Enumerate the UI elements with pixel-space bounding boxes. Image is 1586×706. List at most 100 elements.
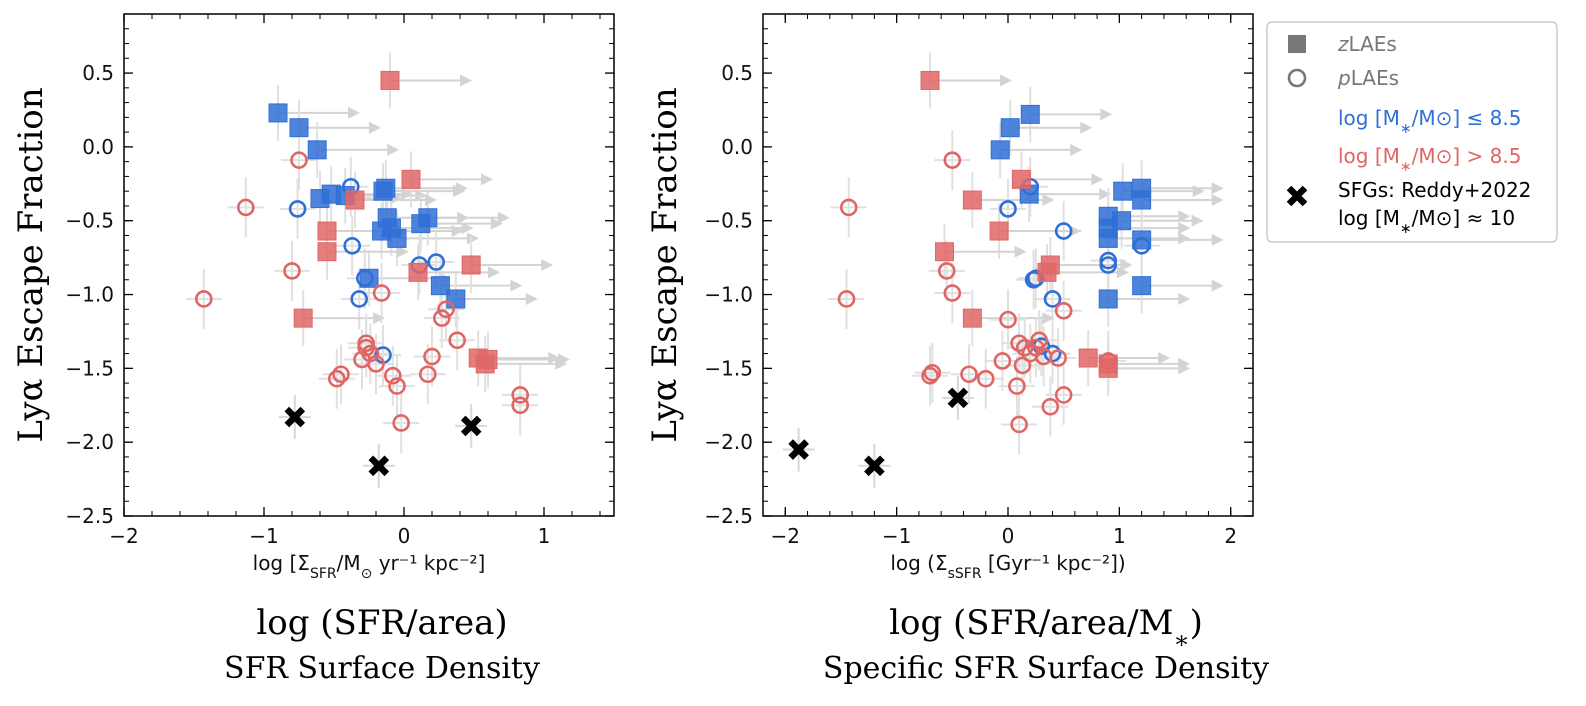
data-point-circle: [327, 369, 346, 388]
y-tick-label: 0.5: [721, 61, 753, 85]
arrow-head: [1211, 279, 1224, 292]
data-point-square: [307, 140, 327, 160]
legend-label: log [M∗/M⊙] ≤ 8.5: [1338, 106, 1521, 137]
arrow-head: [1211, 194, 1224, 207]
data-point-square: [461, 255, 481, 275]
data-point-circle: [960, 365, 978, 384]
arrow-head: [467, 232, 479, 245]
data-point-circle: [1132, 237, 1151, 255]
data-point-x: [947, 387, 969, 409]
x-axis-label: log [ΣSFR/M⊙ yr⁻¹ kpc⁻²]: [253, 551, 486, 582]
x-tick-label: 0: [398, 524, 411, 548]
data-point-circle: [423, 347, 441, 366]
data-point-square: [1098, 289, 1118, 309]
data-point-x: [460, 415, 482, 437]
data-point-square: [1132, 190, 1152, 210]
caption-sub: Specific SFR Surface Density: [823, 651, 1269, 686]
data-point-square: [1132, 230, 1152, 250]
y-tick-label: 0.0: [721, 135, 753, 159]
data-point-square: [380, 70, 400, 90]
y-tick-label: 0.0: [82, 135, 114, 159]
arrow-head: [415, 189, 428, 202]
y-tick-label: −0.5: [65, 209, 114, 233]
x-tick-label: 1: [1113, 524, 1126, 548]
data-point-square: [268, 103, 288, 123]
y-axis-label: Lyα Escape Fraction: [11, 87, 51, 442]
data-point-square: [1132, 276, 1152, 296]
data-point-square: [920, 70, 940, 90]
data-point-circle: [372, 284, 391, 302]
data-point-circle: [437, 300, 455, 319]
arrow-head: [1192, 185, 1205, 198]
x-axis-label: log (ΣsSFR [Gyr⁻¹ kpc⁻²]): [890, 551, 1125, 582]
series-3: [837, 151, 1118, 434]
arrow-head: [1042, 194, 1055, 207]
y-tick-label: −2.0: [704, 430, 753, 454]
arrow-head: [1191, 214, 1204, 227]
data-point-circle: [1099, 352, 1118, 370]
arrow-head: [1178, 232, 1191, 245]
x-tick-label: 2: [1224, 524, 1237, 548]
arrow-head: [387, 143, 400, 156]
data-point-circle: [1099, 256, 1118, 274]
arrow-head: [558, 353, 570, 366]
data-point-square: [1011, 169, 1031, 189]
data-point-circle: [943, 284, 962, 302]
axes-frame: [762, 13, 1254, 517]
data-point-circle: [1054, 301, 1073, 320]
data-point-square: [446, 289, 466, 309]
data-point-square: [387, 228, 407, 248]
data-point-circle: [392, 414, 411, 432]
data-point-circle: [343, 237, 362, 255]
data-point-square: [289, 118, 309, 138]
arrow-head: [497, 211, 510, 224]
y-tick-label: −0.5: [704, 209, 753, 233]
arrow-head: [510, 279, 523, 292]
data-point-square: [418, 208, 438, 228]
data-point-circle: [355, 269, 374, 288]
legend-label: pLAEs: [1337, 66, 1399, 90]
data-point-circle: [1041, 397, 1060, 416]
arrow-head: [397, 245, 409, 258]
data-point-circle: [921, 366, 939, 385]
data-point-circle: [937, 262, 956, 280]
data-point-circle: [427, 253, 446, 271]
data-point-circle: [1010, 415, 1028, 434]
arrow-head: [1211, 233, 1224, 246]
data-point-square: [478, 349, 498, 369]
data-point-square: [935, 242, 955, 262]
arrow-head: [369, 121, 381, 134]
data-point-square: [317, 221, 337, 241]
arrow-head: [541, 259, 554, 271]
y-tick-label: −2.5: [65, 504, 114, 528]
caption-main: log (SFR/area): [256, 603, 507, 643]
legend-label: zLAEs: [1337, 32, 1397, 56]
arrow-head: [1120, 259, 1133, 271]
data-point-circle: [195, 290, 213, 308]
arrow-head: [488, 266, 500, 279]
data-point-circle: [1043, 290, 1062, 308]
data-point-square: [962, 190, 982, 210]
data-point-square: [1098, 228, 1118, 248]
data-point-circle: [511, 396, 530, 415]
arrow-head: [1014, 245, 1027, 258]
data-point-circle: [1054, 222, 1073, 240]
data-point-square: [293, 308, 313, 328]
data-point-square: [430, 276, 450, 296]
data-point-x: [864, 455, 885, 477]
data-point-square: [408, 262, 428, 282]
x-tick-label: −1: [882, 524, 911, 548]
arrow-head: [1178, 362, 1191, 375]
legend: zLAEs pLAEs log [M∗/M⊙] ≤ 8.5 log [M∗/M⊙] >…: [1266, 21, 1558, 243]
data-point-circle: [1054, 386, 1073, 404]
arrow-head: [1178, 210, 1191, 223]
legend-label: log [M∗/M⊙] > 8.5: [1338, 144, 1521, 175]
data-point-circle: [383, 366, 402, 385]
data-point-circle: [332, 365, 350, 384]
data-point-circle: [839, 198, 858, 217]
data-point-square: [989, 221, 1009, 241]
data-point-square: [376, 178, 396, 198]
arrow-head: [1099, 188, 1112, 201]
arrow-head: [1042, 312, 1055, 325]
data-point-circle: [388, 377, 406, 395]
